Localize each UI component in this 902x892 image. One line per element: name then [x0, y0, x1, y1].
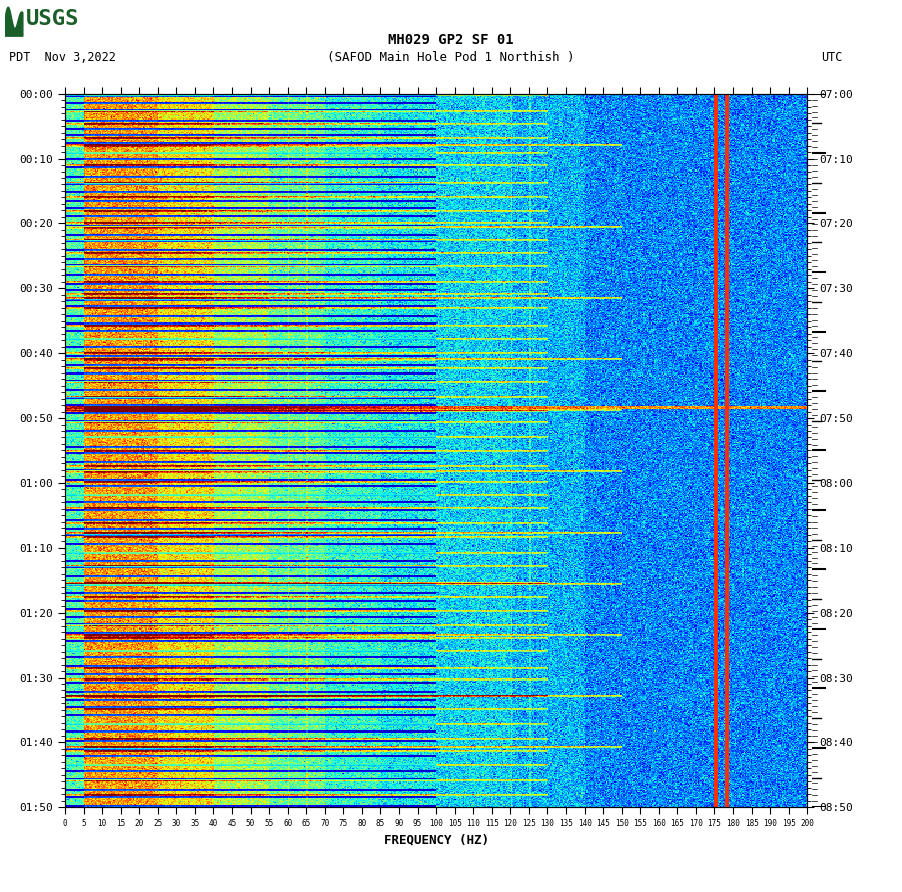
X-axis label: FREQUENCY (HZ): FREQUENCY (HZ) [383, 834, 489, 847]
Text: MH029 GP2 SF 01: MH029 GP2 SF 01 [388, 33, 514, 47]
Text: USGS: USGS [25, 9, 79, 29]
Text: (SAFOD Main Hole Pod 1 Northish ): (SAFOD Main Hole Pod 1 Northish ) [327, 52, 575, 64]
Text: PDT  Nov 3,2022: PDT Nov 3,2022 [9, 52, 115, 64]
Text: UTC: UTC [821, 52, 842, 64]
